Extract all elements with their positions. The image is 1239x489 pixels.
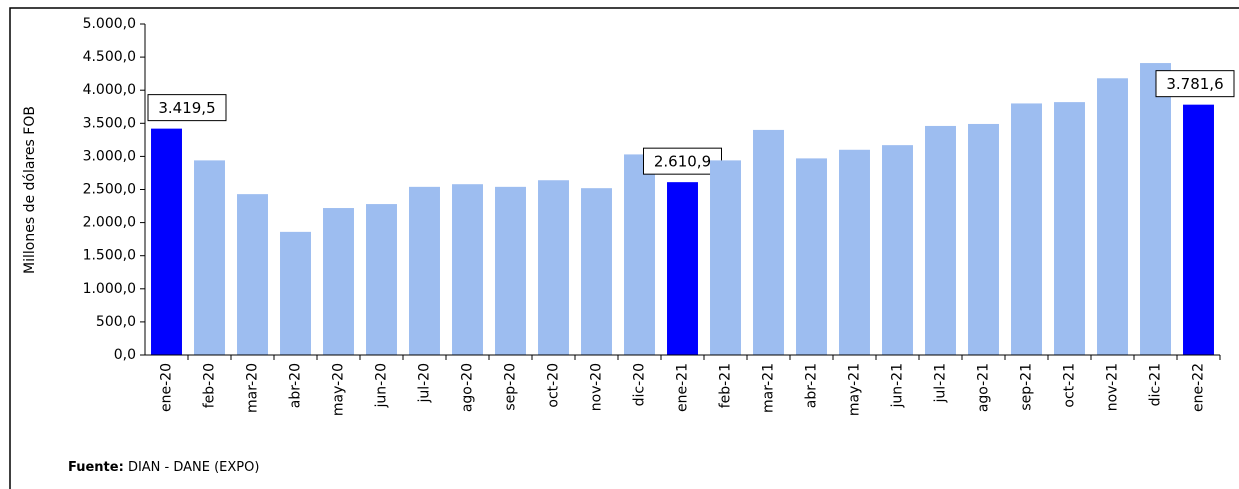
x-tick-label: ene-20 (159, 363, 175, 412)
x-tick-label: sep-21 (1019, 363, 1035, 411)
source: Fuente: DIAN - DANE (EXPO) (68, 460, 259, 475)
x-tick-label: feb-21 (718, 363, 734, 408)
y-tick-label: 500,0 (96, 314, 136, 330)
y-tick-label: 2.500,0 (83, 182, 136, 198)
x-tick-label: mar-21 (761, 363, 777, 413)
source-text: DIAN - DANE (EXPO) (128, 460, 260, 475)
bar (925, 125, 956, 355)
value-label-box (147, 94, 227, 122)
x-tick-label: nov-21 (1105, 363, 1121, 411)
y-tick-label: 0,0 (114, 347, 136, 363)
bar (323, 208, 354, 355)
bar (1097, 78, 1128, 355)
bar (194, 160, 225, 355)
x-tick-label: ene-22 (1191, 363, 1207, 412)
y-tick-label: 3.000,0 (83, 148, 136, 164)
value-label: 3.781,6 (1166, 75, 1223, 93)
bar (1011, 103, 1042, 355)
x-tick-label: feb-20 (202, 363, 218, 408)
bar (495, 186, 526, 355)
bar (237, 194, 268, 355)
bar (624, 154, 655, 355)
x-tick-label: jun-20 (374, 363, 390, 409)
bar (409, 186, 440, 355)
bar (1140, 63, 1171, 356)
bar (667, 182, 698, 355)
bar (581, 188, 612, 355)
value-label: 2.610,9 (654, 153, 711, 171)
y-tick-label: 2.000,0 (83, 215, 136, 231)
x-tick-label: nov-20 (589, 363, 605, 411)
bar (1054, 102, 1085, 355)
bar (839, 149, 870, 355)
bar (1183, 104, 1214, 355)
bar (366, 204, 397, 355)
x-tick-label: may-21 (847, 363, 863, 416)
x-tick-label: abr-20 (288, 363, 304, 408)
x-tick-label: abr-21 (804, 363, 820, 408)
bar (538, 180, 569, 355)
x-tick-label: mar-20 (245, 363, 261, 413)
y-tick-label: 1.000,0 (83, 281, 136, 297)
value-label-box (643, 147, 722, 175)
bar (968, 123, 999, 355)
y-tick-label: 3.500,0 (83, 115, 136, 131)
x-tick-label: ago-21 (976, 363, 992, 412)
x-tick-label: jul-20 (417, 363, 433, 404)
x-tick-label: jun-21 (890, 363, 906, 409)
x-tick-label: oct-21 (1062, 363, 1078, 408)
x-tick-label: jul-21 (933, 363, 949, 404)
y-tick-label: 4.000,0 (83, 82, 136, 98)
x-tick-label: sep-20 (503, 363, 519, 411)
y-axis-label: Millones de dólares FOB (22, 106, 38, 274)
bar (452, 184, 483, 355)
y-tick-label: 1.500,0 (83, 248, 136, 264)
bar (796, 158, 827, 355)
bar (280, 231, 311, 355)
x-tick-label: oct-20 (546, 363, 562, 408)
value-label-box (1155, 70, 1235, 98)
value-label: 3.419,5 (158, 99, 215, 117)
frame (9, 7, 1239, 489)
bar (151, 128, 182, 355)
source-label: Fuente: (68, 460, 124, 475)
x-tick-label: ago-20 (460, 363, 476, 412)
bar (882, 145, 913, 355)
y-tick-label: 4.500,0 (83, 49, 136, 65)
x-tick-label: ene-21 (675, 363, 691, 412)
y-tick-label: 5.000,0 (83, 16, 136, 32)
x-tick-label: dic-20 (632, 363, 648, 406)
x-tick-label: dic-21 (1148, 363, 1164, 406)
bar (710, 160, 741, 355)
bar (753, 129, 784, 355)
x-tick-label: may-20 (331, 363, 347, 416)
